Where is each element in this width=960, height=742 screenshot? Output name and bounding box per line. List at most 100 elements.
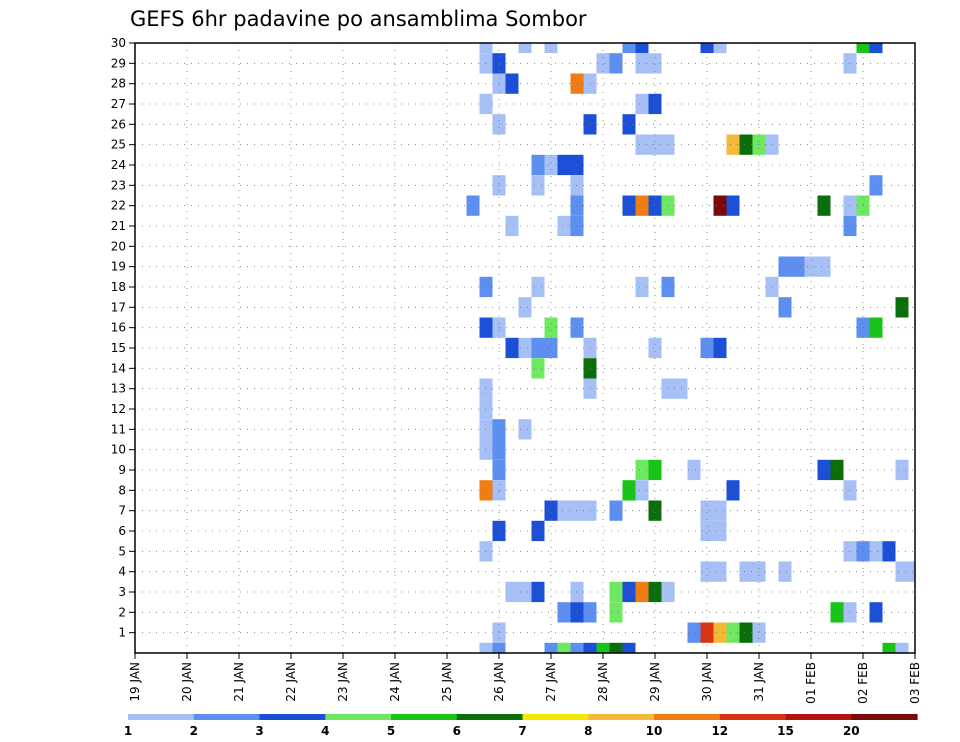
heatmap-cell xyxy=(505,337,519,359)
heatmap-cell xyxy=(609,581,623,603)
heatmap-cell xyxy=(869,43,883,54)
y-tick-label: 5 xyxy=(118,544,126,558)
heatmap-cell xyxy=(739,561,753,582)
heatmap-cell xyxy=(713,43,727,54)
heatmap-cell xyxy=(544,500,558,521)
colorbar-label: 7 xyxy=(518,724,526,738)
heatmap-cell xyxy=(544,337,558,359)
heatmap-cell xyxy=(622,195,636,216)
heatmap-cell xyxy=(557,500,571,521)
heatmap-cell xyxy=(869,541,883,562)
heatmap-cell xyxy=(622,642,636,653)
y-tick-label: 28 xyxy=(111,77,126,91)
heatmap-cell xyxy=(622,43,636,54)
heatmap-cell xyxy=(648,93,662,115)
x-tick-label: 29 JAN xyxy=(648,662,662,702)
heatmap-cell xyxy=(635,134,649,155)
heatmap-cell xyxy=(583,642,597,653)
colorbar-swatch xyxy=(522,714,589,720)
y-tick-label: 15 xyxy=(111,341,126,355)
heatmap-cell xyxy=(713,520,727,542)
y-tick-label: 10 xyxy=(111,443,126,457)
colorbar: 1 2 3 4 5 6 7 8 10 12 15 20 xyxy=(124,714,918,738)
heatmap-cell xyxy=(531,520,545,542)
heatmap-cell xyxy=(817,256,831,277)
heatmap-cell xyxy=(700,43,714,54)
heatmap-cell xyxy=(609,642,623,653)
y-tick-label: 4 xyxy=(118,565,126,579)
heatmap-cell xyxy=(544,642,558,653)
y-tick-label: 6 xyxy=(118,524,126,538)
x-tick-label: 22 JAN xyxy=(284,662,298,702)
y-tick-label: 23 xyxy=(111,178,126,192)
chart-title: GEFS 6hr padavine po ansamblima Sombor xyxy=(130,7,587,31)
heatmap-cell xyxy=(869,175,883,196)
y-tick-label: 13 xyxy=(111,382,126,396)
y-tick-label: 9 xyxy=(118,463,126,477)
heatmap-cell xyxy=(713,337,727,359)
colorbar-swatch xyxy=(851,714,918,720)
y-tick-label: 21 xyxy=(111,219,126,233)
heatmap-cell xyxy=(609,53,623,74)
heatmap-cell xyxy=(817,195,831,216)
heatmap-cell xyxy=(648,459,662,481)
heatmap-cell xyxy=(518,43,532,54)
heatmap-cell xyxy=(726,134,740,155)
heatmap-cell xyxy=(557,642,571,653)
y-tick-label: 3 xyxy=(118,585,126,599)
heatmap-cell xyxy=(869,602,883,623)
heatmap-cell xyxy=(778,561,792,582)
x-tick-label: 31 JAN xyxy=(752,662,766,702)
heatmap-cell xyxy=(700,520,714,542)
heatmap-cell xyxy=(739,622,753,643)
colorbar-label: 4 xyxy=(321,724,329,738)
x-tick-label: 25 JAN xyxy=(440,662,454,702)
heatmap-cell xyxy=(635,93,649,115)
heatmap-cell xyxy=(544,154,558,176)
colorbar-label: 5 xyxy=(387,724,395,738)
colorbar-label: 2 xyxy=(190,724,198,738)
heatmap-cells xyxy=(466,43,935,653)
heatmap-cell xyxy=(869,317,883,338)
heatmap-cell xyxy=(882,642,896,653)
y-tick-label: 7 xyxy=(118,504,126,518)
heatmap-cell xyxy=(830,459,844,481)
colorbar-swatch xyxy=(719,714,787,720)
heatmap-cell xyxy=(700,337,714,359)
heatmap-cell xyxy=(635,195,649,216)
y-tick-label: 16 xyxy=(111,321,126,335)
heatmap-cell xyxy=(648,53,662,74)
heatmap-cell xyxy=(544,317,558,338)
heatmap-cell xyxy=(505,73,519,94)
heatmap-cell xyxy=(557,154,571,176)
heatmap-cell xyxy=(700,500,714,521)
colorbar-label: 10 xyxy=(646,724,663,738)
colorbar-swatch xyxy=(259,714,326,720)
x-tick-label: 03 FEB xyxy=(908,662,922,704)
colorbar-label: 20 xyxy=(843,724,860,738)
heatmap-cell xyxy=(895,459,909,481)
colorbar-swatch xyxy=(193,714,261,720)
x-tick-label: 24 JAN xyxy=(388,662,402,702)
heatmap-cell xyxy=(895,297,909,318)
heatmap-cell xyxy=(778,297,792,318)
heatmap-cell xyxy=(791,256,805,277)
heatmap-cell xyxy=(635,581,649,603)
heatmap-cell xyxy=(830,602,844,623)
y-tick-label: 14 xyxy=(111,361,126,375)
heatmap-cell xyxy=(922,562,935,582)
heatmap-cell xyxy=(700,622,714,643)
heatmap-cell xyxy=(557,602,571,623)
y-tick-label: 8 xyxy=(118,483,126,497)
heatmap-cell xyxy=(505,581,519,603)
y-axis: 1234567891011121314151617181920212223242… xyxy=(111,36,135,640)
heatmap-cell xyxy=(908,561,915,582)
heatmap-cell xyxy=(635,53,649,74)
heatmap-cell xyxy=(479,642,493,653)
heatmap-cell xyxy=(518,337,532,359)
heatmap-cell xyxy=(635,43,649,54)
x-tick-label: 01 FEB xyxy=(804,662,818,704)
heatmap-cell xyxy=(518,419,532,440)
heatmap-cell xyxy=(648,195,662,216)
